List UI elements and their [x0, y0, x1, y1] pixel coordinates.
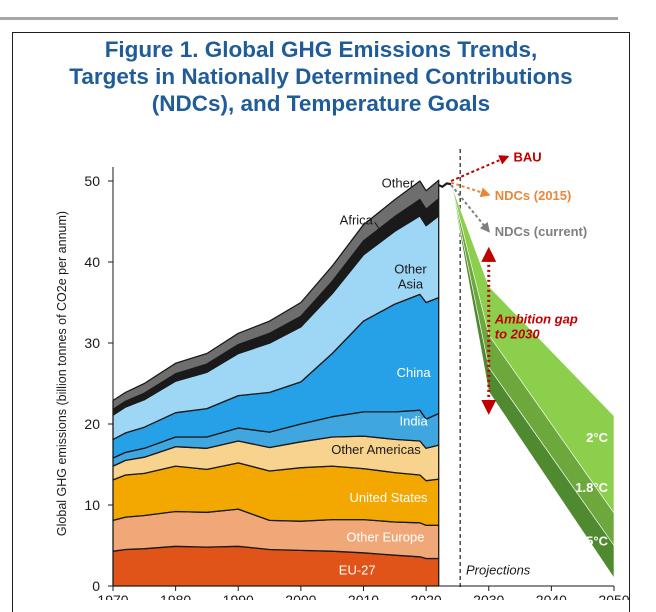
series-label: United States [350, 490, 429, 505]
x-tick-label: 1990 [223, 592, 254, 600]
y-tick-label: 20 [84, 416, 100, 432]
x-tick-label: 2050 [598, 592, 629, 600]
top-rule [0, 17, 618, 20]
history-line [438, 182, 452, 188]
scenario-arrow [450, 155, 510, 182]
pathway-label: 1.5°C [575, 534, 608, 549]
scenario-arrow [450, 184, 491, 233]
series-label: India [399, 414, 428, 429]
y-tick-label: 0 [92, 578, 100, 594]
series-label: China [397, 365, 432, 380]
x-tick-label: 2020 [411, 592, 442, 600]
y-tick-label: 40 [84, 254, 100, 270]
x-tick-label: 2040 [536, 592, 567, 600]
x-tick-label: 2030 [473, 592, 504, 600]
x-tick-label: 1970 [97, 592, 128, 600]
series-label: Asia [398, 276, 424, 291]
x-tick-label: 2000 [285, 592, 316, 600]
africa-leader-line [374, 222, 385, 237]
series-label: Other [394, 261, 427, 276]
scenario-arrow [450, 181, 491, 198]
figure-title: Figure 1. Global GHG Emissions Trends, T… [69, 37, 573, 116]
scenario-label: NDCs (current) [495, 224, 587, 239]
projections-label: Projections [466, 563, 531, 578]
ambition-gap-label: Ambition gap [494, 312, 578, 327]
series-label: Other Americas [331, 442, 421, 457]
y-axis-label: Global GHG emissions (billion tonnes of … [55, 211, 69, 536]
series-label: Other Europe [346, 529, 424, 544]
series-label: Africa [340, 213, 374, 228]
scenario-label: BAU [514, 150, 542, 165]
x-tick-label: 1980 [160, 592, 191, 600]
pathway-label: 2°C [586, 430, 608, 445]
pathway-label: 1.8°C [575, 480, 608, 495]
y-tick-label: 50 [84, 173, 100, 189]
figure-frame [12, 32, 630, 612]
ambition-gap-label: to 2030 [495, 327, 541, 342]
area-other [112, 179, 440, 411]
series-label: EU-27 [339, 563, 376, 578]
y-tick-label: 30 [84, 335, 100, 351]
x-tick-label: 2010 [348, 592, 379, 600]
y-tick-label: 10 [84, 497, 100, 513]
scenario-label: NDCs (2015) [495, 188, 572, 203]
series-label: Other [382, 175, 415, 190]
